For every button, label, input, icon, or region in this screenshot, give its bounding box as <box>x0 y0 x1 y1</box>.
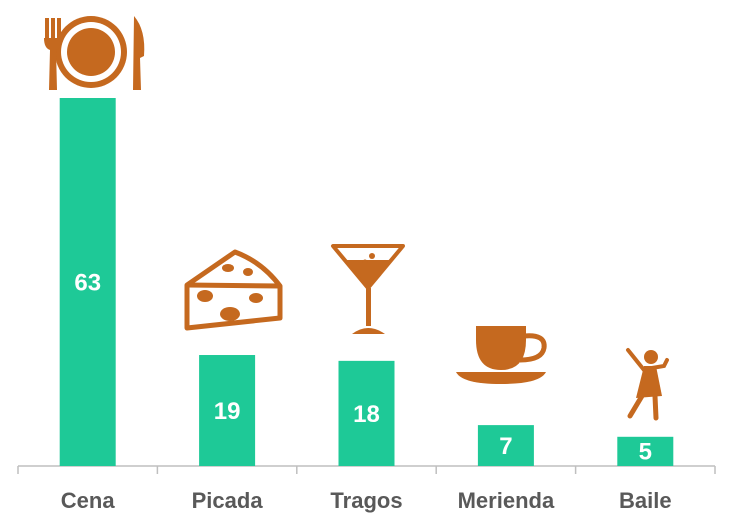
category-label: Cena <box>61 488 116 513</box>
bar <box>617 436 674 466</box>
bar <box>338 360 395 466</box>
bar <box>199 355 256 466</box>
cocktail-icon <box>331 244 405 334</box>
category-label: Merienda <box>458 488 555 513</box>
value-label: 18 <box>353 401 380 428</box>
value-label: 19 <box>214 398 241 425</box>
bar <box>59 98 116 466</box>
value-label: 63 <box>74 269 101 296</box>
dinner-icon <box>44 16 145 90</box>
value-label: 5 <box>639 439 652 466</box>
category-label: Baile <box>619 488 672 513</box>
category-label: Picada <box>192 488 264 513</box>
category-label: Tragos <box>330 488 402 513</box>
cheese-icon <box>184 249 283 331</box>
bar <box>477 425 534 466</box>
value-label: 7 <box>499 433 512 460</box>
dancer-icon <box>626 348 669 421</box>
cup-icon <box>456 326 547 384</box>
